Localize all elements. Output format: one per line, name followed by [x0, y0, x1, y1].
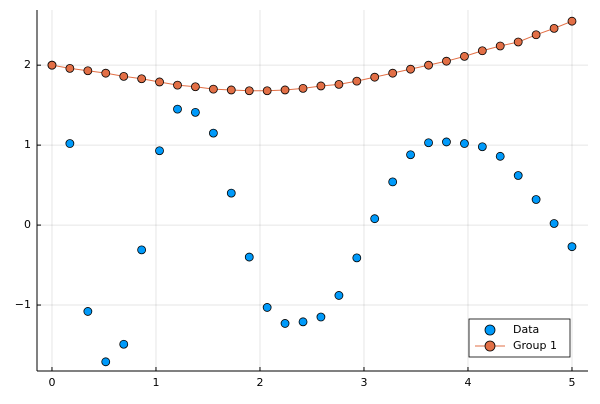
marker	[495, 41, 505, 51]
marker	[513, 171, 523, 180]
marker	[65, 63, 75, 73]
marker	[316, 81, 326, 91]
y-tick-label: 2	[24, 58, 31, 71]
marker	[460, 51, 469, 61]
marker	[370, 214, 380, 224]
marker	[567, 16, 577, 26]
marker	[531, 30, 541, 40]
legend-label: Group 1	[513, 339, 557, 352]
marker	[155, 77, 164, 87]
marker	[47, 60, 57, 70]
y-tick-label: 1	[24, 138, 31, 151]
x-tick-label: 1	[152, 376, 159, 389]
marker	[549, 219, 559, 228]
marker	[244, 86, 254, 96]
marker	[173, 80, 182, 90]
x-tick-label: 0	[48, 376, 55, 389]
x-tick-label: 4	[464, 376, 471, 389]
marker	[83, 307, 93, 316]
marker	[137, 245, 147, 255]
legend-marker	[484, 340, 496, 352]
legend-label: Data	[513, 323, 539, 336]
marker	[352, 253, 362, 263]
marker	[262, 86, 272, 96]
marker	[442, 137, 451, 147]
marker	[334, 291, 344, 300]
x-tick-label: 3	[360, 376, 367, 389]
marker	[406, 64, 415, 74]
legend-box	[468, 318, 571, 358]
marker	[352, 76, 362, 86]
marker	[190, 107, 200, 117]
marker	[208, 128, 218, 138]
marker	[370, 72, 380, 82]
marker	[460, 139, 469, 148]
marker	[83, 66, 93, 76]
legend-marker	[484, 324, 496, 336]
marker	[119, 339, 129, 349]
marker	[388, 68, 398, 78]
marker	[119, 71, 129, 81]
legend: Data Group 1	[468, 318, 571, 358]
marker	[424, 60, 433, 70]
marker	[567, 242, 577, 252]
y-tick-label: −1	[15, 298, 31, 311]
marker	[173, 104, 182, 114]
marker	[388, 177, 398, 187]
marker	[477, 142, 487, 152]
marker	[442, 56, 451, 66]
marker	[190, 82, 200, 92]
marker	[101, 357, 111, 367]
marker	[298, 317, 308, 327]
marker	[280, 319, 290, 328]
marker	[316, 312, 326, 322]
marker	[280, 85, 290, 95]
marker	[334, 79, 344, 89]
x-tick-label: 5	[568, 376, 575, 389]
marker	[101, 68, 111, 78]
marker	[495, 151, 505, 161]
marker	[549, 23, 559, 33]
marker	[262, 303, 272, 312]
marker	[226, 188, 236, 198]
marker	[155, 146, 164, 156]
marker	[531, 195, 541, 204]
marker	[477, 46, 487, 56]
series-line	[51, 20, 573, 92]
marker	[298, 83, 308, 93]
y-tick-label: 0	[24, 218, 31, 231]
marker	[226, 85, 236, 95]
marker	[65, 139, 75, 148]
x-tick-label: 2	[256, 376, 263, 389]
marker	[424, 138, 433, 148]
marker	[406, 150, 415, 160]
marker	[208, 84, 218, 94]
marker	[244, 252, 254, 262]
marker	[513, 37, 523, 47]
marker	[137, 74, 147, 84]
